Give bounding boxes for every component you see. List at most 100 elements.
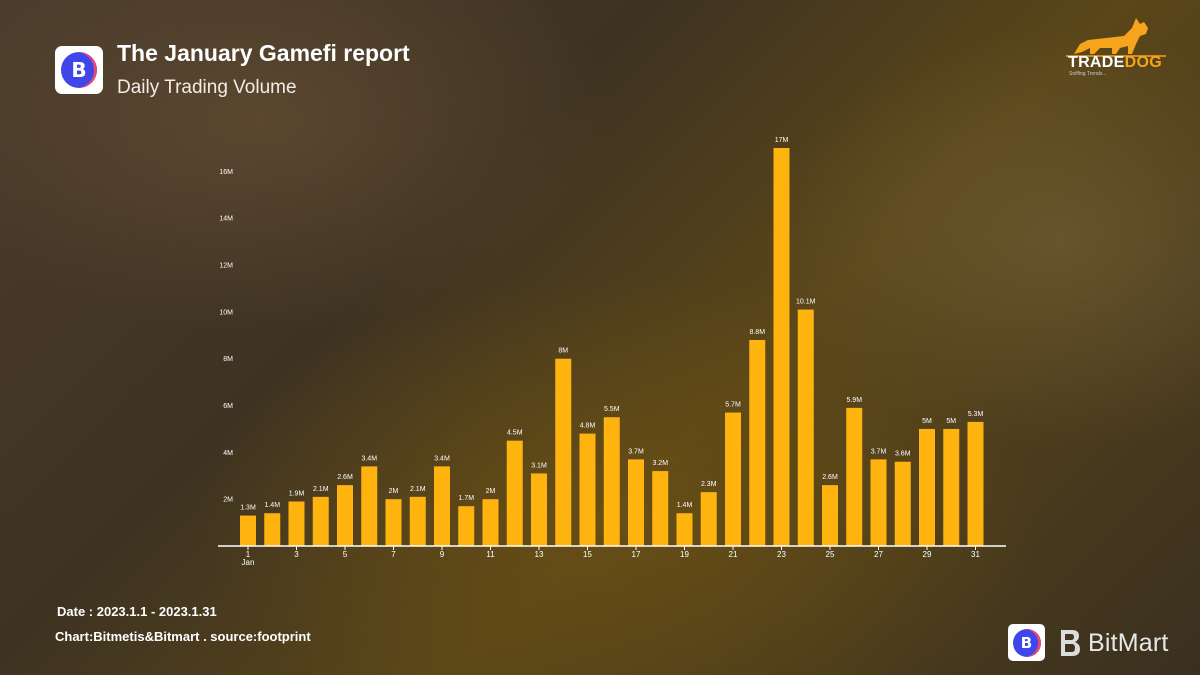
- x-tick-label: 25: [826, 550, 835, 559]
- y-tick-label: 2M: [223, 497, 233, 504]
- value-label-day-23: 17M: [775, 137, 789, 144]
- bar-day-18: [652, 471, 669, 546]
- bar-day-14: [555, 358, 572, 546]
- bar-day-24: [797, 309, 814, 546]
- bar-day-15: [579, 433, 596, 546]
- bitmetis-logo-footer: B: [1008, 624, 1045, 661]
- tradedog-wordmark: TRADEDOG: [1068, 54, 1162, 72]
- value-label-day-8: 2.1M: [410, 486, 426, 493]
- tradedog-part1: TRADE: [1068, 54, 1125, 71]
- bar-day-5: [337, 485, 353, 546]
- value-label-day-24: 10.1M: [796, 299, 816, 306]
- y-tick-label: 6M: [223, 403, 233, 410]
- x-tick-label: 9: [440, 550, 445, 559]
- value-label-day-27: 3.7M: [871, 448, 887, 455]
- bar-day-30: [943, 428, 960, 546]
- x-tick-label: 21: [729, 550, 738, 559]
- x-tick-label: 27: [874, 550, 883, 559]
- value-label-day-11: 2M: [486, 488, 496, 495]
- x-tick-label: 7: [391, 550, 396, 559]
- tradedog-tagline: Sniffing Trends...: [1069, 71, 1107, 77]
- bar-day-21: [725, 412, 741, 546]
- bar-day-20: [700, 492, 717, 546]
- bar-day-8: [409, 496, 426, 546]
- x-tick-label: 31: [971, 550, 980, 559]
- bitmetis-logo: B: [55, 46, 103, 94]
- value-label-day-5: 2.6M: [337, 474, 353, 481]
- value-label-day-21: 5.7M: [725, 402, 741, 409]
- y-tick-label: 8M: [223, 356, 233, 363]
- bar-day-1: [240, 515, 256, 546]
- bitmart-wordmark: BitMart: [1088, 628, 1169, 657]
- value-label-day-3: 1.9M: [289, 491, 305, 498]
- x-tick-label: 29: [923, 550, 932, 559]
- value-label-day-7: 2M: [389, 488, 399, 495]
- y-tick-label: 14M: [219, 216, 233, 223]
- x-tick-label: 13: [535, 550, 544, 559]
- x-tick-label: 5: [343, 550, 348, 559]
- bar-day-28: [894, 461, 911, 546]
- date-range: Date : 2023.1.1 - 2023.1.31: [57, 604, 217, 619]
- bar-day-19: [676, 513, 693, 546]
- bar-day-27: [870, 459, 887, 546]
- bar-day-17: [628, 459, 644, 546]
- bar-day-2: [264, 513, 281, 546]
- report-subtitle: Daily Trading Volume: [117, 77, 297, 98]
- bar-day-23: [773, 148, 790, 546]
- value-label-day-25: 2.6M: [822, 474, 838, 481]
- bar-day-29: [919, 428, 935, 546]
- bar-day-25: [822, 485, 838, 546]
- bar-day-31: [967, 421, 984, 546]
- bitmart-logo: BitMart: [1058, 625, 1169, 661]
- x-tick-label: 1: [246, 550, 251, 559]
- value-label-day-12: 4.5M: [507, 430, 523, 437]
- value-label-day-26: 5.9M: [846, 397, 862, 404]
- bar-day-6: [361, 466, 378, 546]
- value-label-day-18: 3.2M: [652, 460, 668, 467]
- value-label-day-15: 4.8M: [580, 423, 596, 430]
- x-tick-label: 15: [583, 550, 592, 559]
- value-label-day-17: 3.7M: [628, 448, 644, 455]
- chart-credit: Chart:Bitmetis&Bitmart . source:footprin…: [55, 629, 311, 644]
- bitmetis-logo-footer-icon: B: [1012, 628, 1041, 657]
- value-label-day-29: 5M: [922, 418, 932, 425]
- value-label-day-13: 3.1M: [531, 462, 547, 469]
- bar-day-4: [312, 496, 329, 546]
- bar-day-11: [482, 499, 499, 546]
- x-tick-label: 17: [632, 550, 641, 559]
- y-tick-label: 12M: [219, 263, 233, 270]
- bitmetis-logo-icon: B: [61, 52, 97, 88]
- value-label-day-20: 2.3M: [701, 481, 717, 488]
- bar-day-9: [434, 466, 450, 546]
- bar-day-16: [603, 417, 620, 546]
- dog-icon: [1066, 18, 1166, 57]
- bar-day-22: [749, 339, 766, 546]
- value-label-day-30: 5M: [946, 418, 956, 425]
- value-label-day-10: 1.7M: [458, 495, 474, 502]
- value-label-day-28: 3.6M: [895, 451, 911, 458]
- tradedog-part2: DOG: [1124, 54, 1162, 71]
- x-tick-label: 19: [680, 550, 689, 559]
- y-tick-label: 10M: [219, 309, 233, 316]
- x-tick-label: 3: [294, 550, 299, 559]
- value-label-day-9: 3.4M: [434, 455, 450, 462]
- bitmart-icon: [1061, 630, 1080, 656]
- x-tick-sublabel: Jan: [242, 558, 255, 567]
- value-label-day-16: 5.5M: [604, 406, 620, 413]
- y-tick-label: 4M: [223, 450, 233, 457]
- bar-day-12: [506, 440, 523, 546]
- y-tick-label: 16M: [219, 169, 233, 176]
- bar-day-26: [846, 407, 863, 546]
- x-tick-label: 11: [486, 550, 495, 559]
- value-label-day-1: 1.3M: [240, 505, 256, 512]
- report-title: The January Gamefi report: [117, 40, 410, 66]
- value-label-day-19: 1.4M: [677, 502, 693, 509]
- bars: [240, 148, 984, 546]
- x-tick-label: 23: [777, 550, 786, 559]
- bar-day-13: [531, 473, 547, 546]
- value-label-day-2: 1.4M: [264, 502, 280, 509]
- value-labels: 1.3M 1.4M 1.9M 2.1M 2.6M 3.4M 2M 2.1M 3.4M 1.7M 2M…: [240, 137, 983, 512]
- y-axis: 2M 4M 6M 8M 10M 12M 14M 16M: [219, 169, 233, 504]
